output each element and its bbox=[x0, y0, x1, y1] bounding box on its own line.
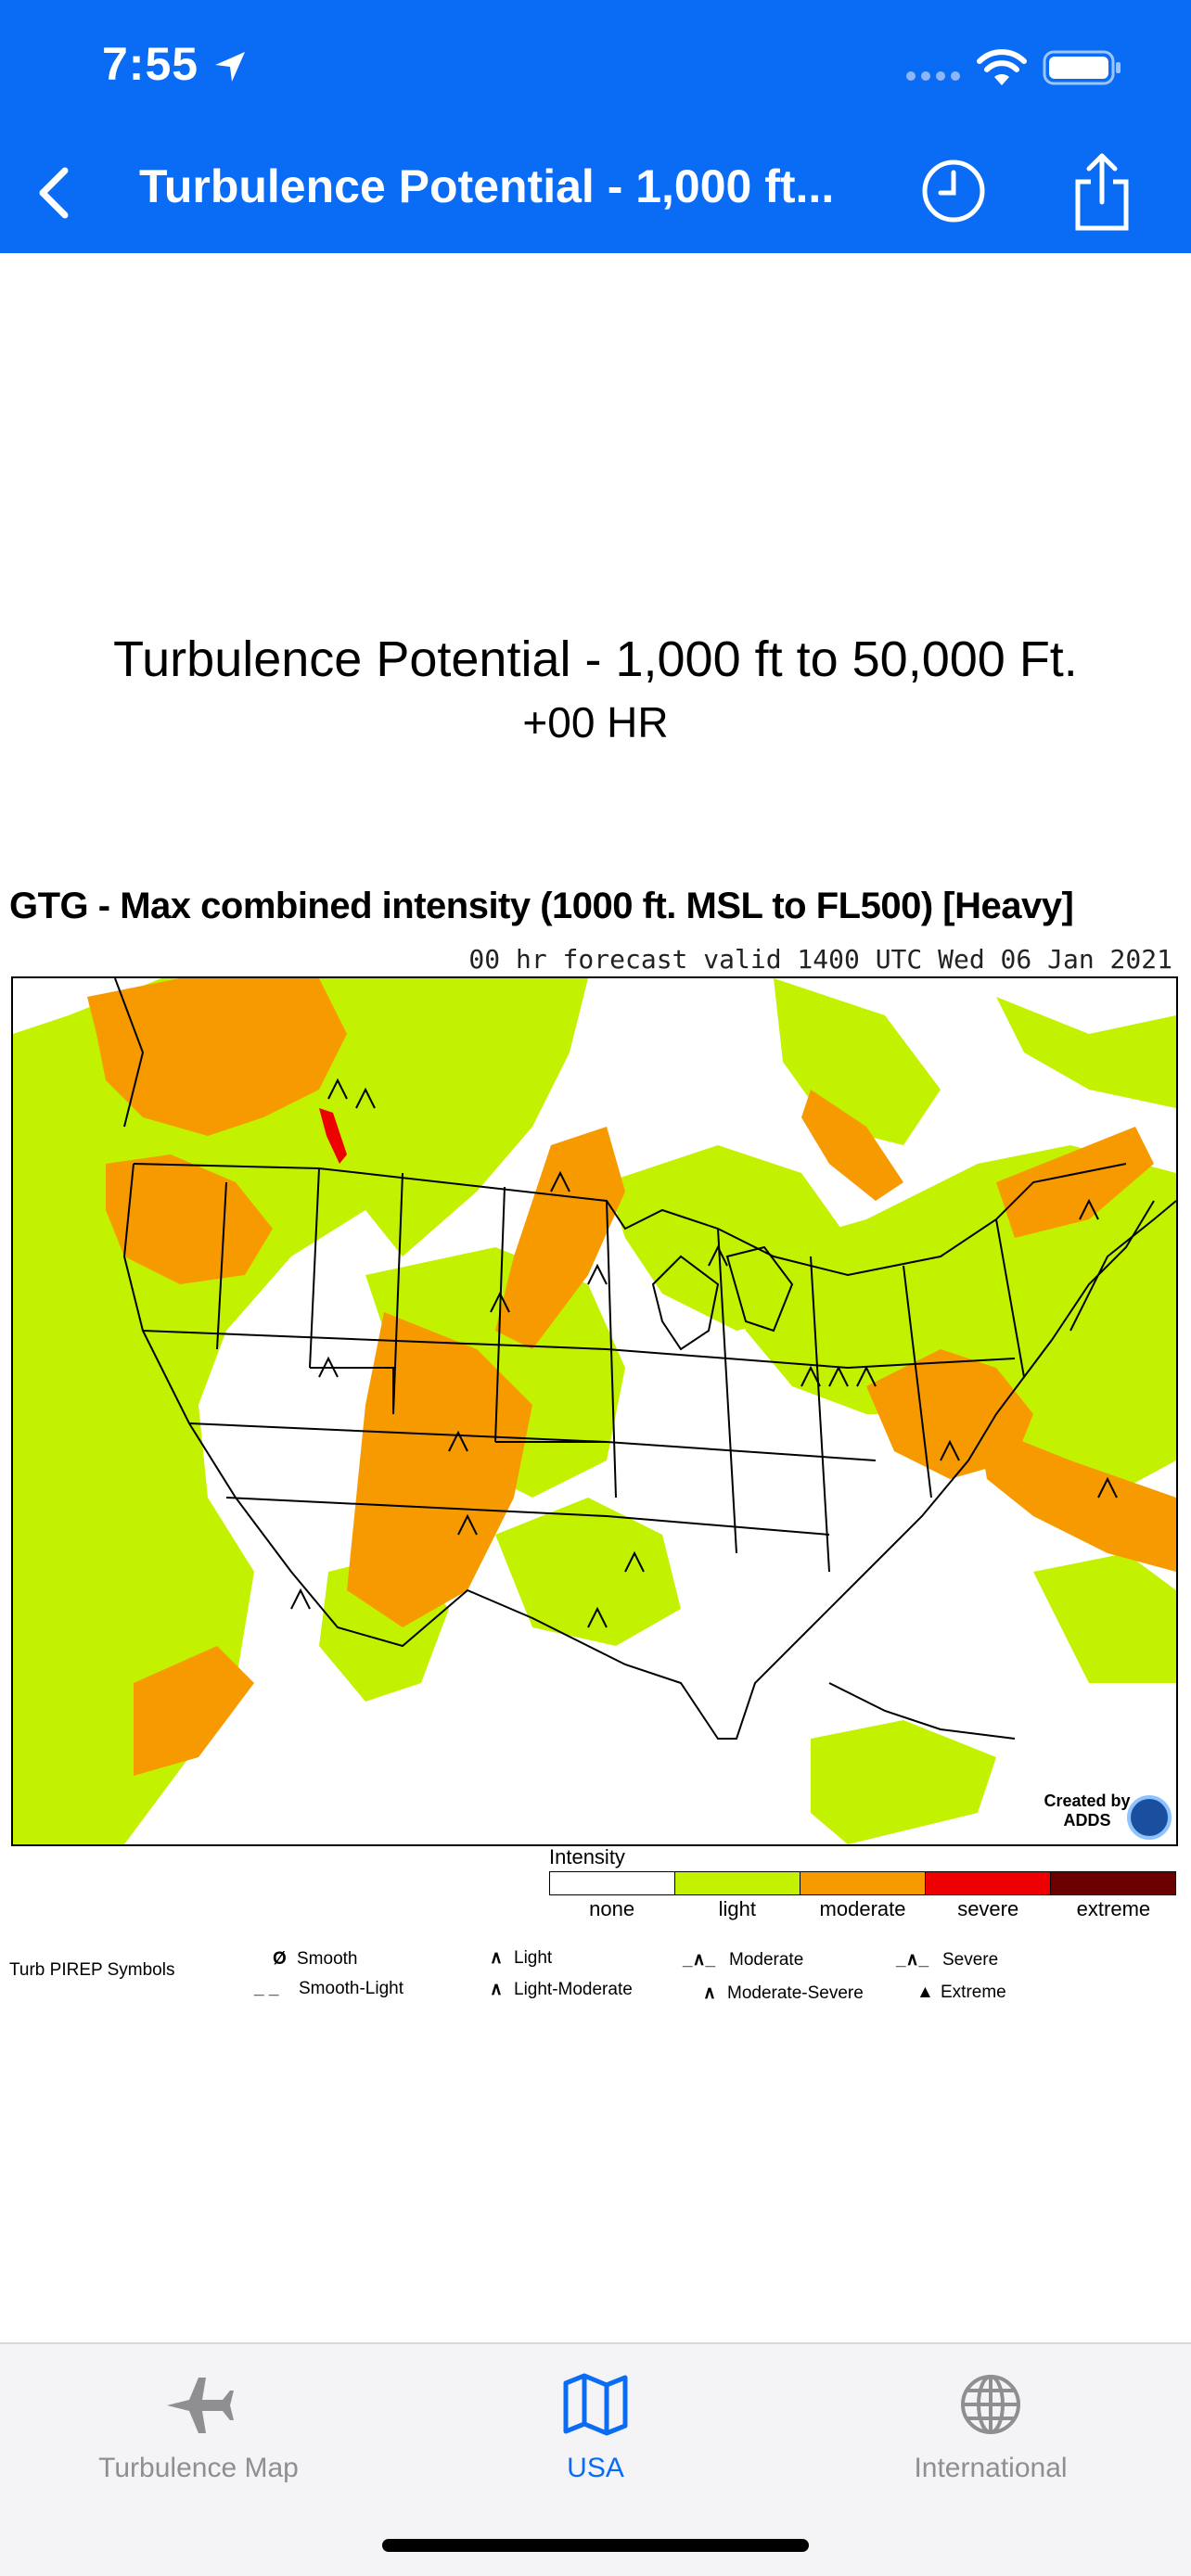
pirep-smooth: Ø Smooth bbox=[273, 1949, 358, 1969]
tab-international[interactable]: International bbox=[852, 2372, 1130, 2484]
tab-usa[interactable]: USA bbox=[456, 2372, 735, 2484]
battery-icon bbox=[1043, 50, 1121, 85]
globe-icon bbox=[961, 2375, 1020, 2434]
location-arrow-icon bbox=[215, 52, 245, 82]
moderate-turbulence-areas bbox=[87, 978, 1176, 1776]
share-icon[interactable] bbox=[1067, 150, 1137, 232]
pirep-extreme: ▲ Extreme bbox=[916, 1983, 1006, 2002]
pirep-smooth-light: _ _ Smooth-Light bbox=[254, 1979, 404, 1998]
tab-turbulence-map[interactable]: Turbulence Map bbox=[59, 2372, 338, 2484]
credit-adds: ADDS bbox=[1063, 1811, 1110, 1830]
turbulence-map[interactable]: Created by ADDS bbox=[11, 976, 1178, 1846]
cellular-signal-icon bbox=[906, 71, 960, 81]
forecast-hour: +00 HR bbox=[522, 698, 669, 746]
legend-swatch-extreme bbox=[1051, 1872, 1175, 1894]
pirep-severe: _∧_ Severe bbox=[896, 1950, 999, 1970]
pirep-title: Turb PIREP Symbols bbox=[9, 1960, 175, 1980]
wifi-icon bbox=[977, 49, 1027, 85]
tab-label: International bbox=[914, 2453, 1068, 2483]
legend-name: moderate bbox=[819, 1897, 906, 1920]
noaa-logo bbox=[1127, 1795, 1172, 1840]
legend-swatch-light bbox=[675, 1872, 800, 1894]
legend-name: severe bbox=[957, 1897, 1019, 1920]
tab-label: USA bbox=[567, 2453, 624, 2483]
smooth-light-icon: _ _ bbox=[254, 1979, 279, 1998]
navigation-header: 7:55 Turbulence Potential - 1,000 ft... bbox=[0, 0, 1191, 253]
nav-title: Turbulence Potential - 1,000 ft... bbox=[139, 160, 835, 212]
smooth-icon: Ø bbox=[273, 1949, 287, 1969]
airplane-icon bbox=[167, 2378, 234, 2433]
severe-icon: _∧_ bbox=[896, 1950, 929, 1970]
legend-label: Intensity bbox=[549, 1845, 625, 1868]
moderate-icon: _∧_ bbox=[683, 1950, 716, 1970]
pirep-light-moderate: ∧ Light-Moderate bbox=[490, 1980, 633, 1999]
pirep-moderate-severe: ∧ Moderate-Severe bbox=[703, 1983, 864, 2003]
legend-swatch-none bbox=[550, 1872, 675, 1894]
legend-name: extreme bbox=[1076, 1897, 1151, 1920]
legend-swatch-moderate bbox=[800, 1872, 926, 1894]
clock-history-icon[interactable] bbox=[918, 156, 989, 226]
legend-name: light bbox=[718, 1897, 756, 1920]
map-boundaries bbox=[114, 978, 1176, 1740]
extreme-icon: ▲ bbox=[916, 1983, 934, 2002]
map-icon bbox=[563, 2373, 628, 2436]
back-button[interactable] bbox=[26, 156, 82, 230]
intensity-legend-names: none light moderate severe extreme bbox=[549, 1897, 1176, 1921]
tab-label: Turbulence Map bbox=[98, 2453, 299, 2483]
chevron-left-icon bbox=[39, 167, 69, 219]
pirep-light: ∧ Light bbox=[490, 1948, 553, 1968]
status-time: 7:55 bbox=[102, 38, 199, 90]
chart-heading: GTG - Max combined intensity (1000 ft. M… bbox=[9, 886, 1074, 926]
tab-bar: Turbulence Map USA International bbox=[0, 2342, 1191, 2576]
severe-turbulence-area bbox=[319, 1108, 347, 1164]
forecast-valid-time: 00 hr forecast valid 1400 UTC Wed 06 Jan… bbox=[468, 944, 1172, 975]
intensity-legend-bar bbox=[549, 1871, 1176, 1895]
home-indicator bbox=[382, 2539, 809, 2552]
moderate-severe-icon: ∧ bbox=[703, 1983, 716, 2003]
credit-label: Created by bbox=[1044, 1792, 1130, 1810]
page-title: Turbulence Potential - 1,000 ft to 50,00… bbox=[113, 631, 1078, 687]
pirep-moderate: _∧_ Moderate bbox=[683, 1950, 804, 1970]
legend-swatch-severe bbox=[926, 1872, 1051, 1894]
light-moderate-icon: ∧ bbox=[490, 1980, 503, 1999]
light-icon: ∧ bbox=[490, 1948, 503, 1968]
legend-name: none bbox=[589, 1897, 635, 1920]
pirep-markers bbox=[290, 1078, 1118, 1628]
